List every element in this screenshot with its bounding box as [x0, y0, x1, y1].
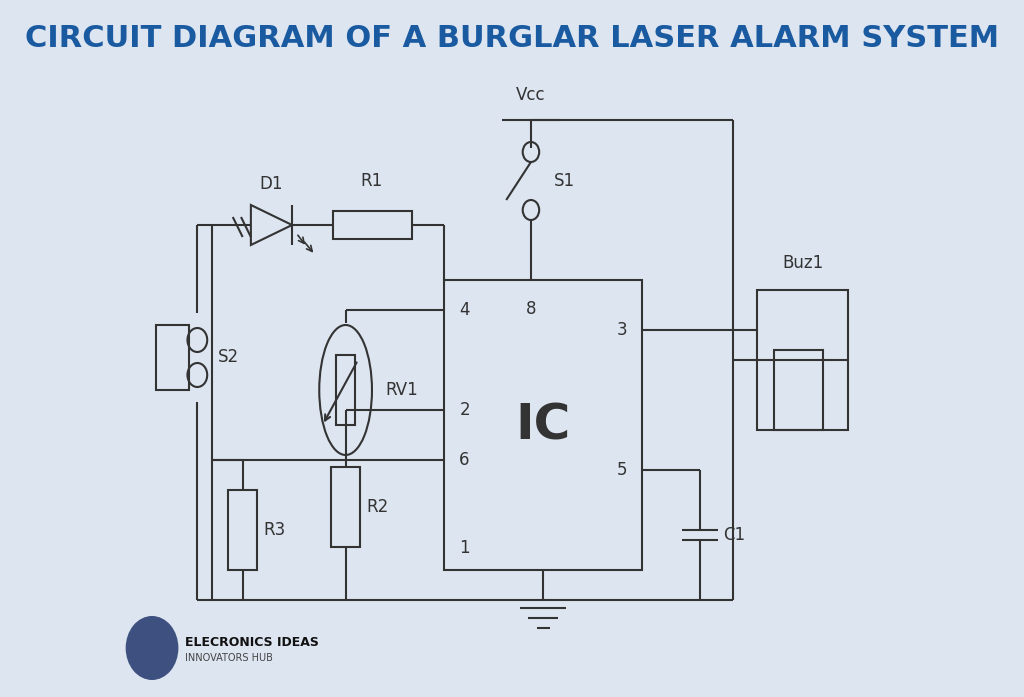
Bar — [758, 290, 848, 430]
Text: C1: C1 — [723, 526, 745, 544]
Text: R3: R3 — [263, 521, 286, 539]
Text: CIRCUIT DIAGRAM OF A BURGLAR LASER ALARM SYSTEM: CIRCUIT DIAGRAM OF A BURGLAR LASER ALARM… — [25, 24, 999, 52]
Text: R1: R1 — [360, 172, 383, 190]
Text: 2: 2 — [460, 401, 470, 419]
Text: 4: 4 — [460, 301, 470, 319]
Text: S2: S2 — [218, 348, 239, 366]
Text: 6: 6 — [460, 451, 470, 469]
Bar — [333, 211, 412, 239]
Circle shape — [126, 616, 178, 680]
Text: Vcc: Vcc — [516, 86, 546, 104]
Text: Buz1: Buz1 — [782, 254, 823, 272]
Text: 3: 3 — [616, 321, 628, 339]
Text: IC: IC — [516, 401, 571, 449]
Text: RV1: RV1 — [385, 381, 418, 399]
Text: ELECRONICS IDEAS: ELECRONICS IDEAS — [185, 636, 318, 648]
Text: 5: 5 — [616, 461, 628, 479]
Bar — [444, 280, 642, 570]
Text: 8: 8 — [525, 300, 537, 318]
Text: D1: D1 — [260, 175, 284, 193]
Bar — [227, 490, 257, 570]
Bar — [331, 467, 360, 547]
Bar — [774, 350, 823, 430]
Bar — [156, 325, 189, 390]
Text: 1: 1 — [460, 539, 470, 557]
Bar — [336, 355, 355, 425]
Text: INNOVATORS HUB: INNOVATORS HUB — [185, 653, 272, 663]
Text: R2: R2 — [367, 498, 388, 516]
Text: S1: S1 — [554, 172, 575, 190]
